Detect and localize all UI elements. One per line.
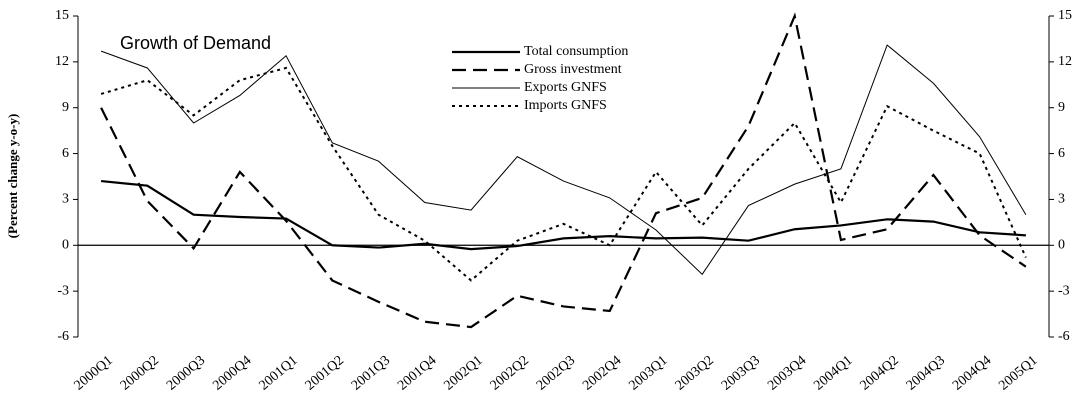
y2-tick-label: 3 xyxy=(1058,192,1065,207)
y2-tick-label: 0 xyxy=(1058,238,1065,253)
x-tick-label: 2002Q3 xyxy=(534,353,578,393)
x-tick-label: 2001Q2 xyxy=(303,353,347,393)
x-tick-label: 2003Q1 xyxy=(626,353,670,393)
x-tick-label: 2003Q3 xyxy=(719,353,763,393)
series-line xyxy=(100,12,1027,329)
y-tick-label: -3 xyxy=(57,283,69,298)
x-tick-label: 2001Q1 xyxy=(257,353,301,393)
legend-label: Total consumption xyxy=(524,44,628,59)
y-tick-label: 0 xyxy=(62,238,69,253)
y-tick-label: 6 xyxy=(62,146,69,161)
annotation: Growth of Demand xyxy=(120,33,271,53)
x-tick-label: 2002Q1 xyxy=(441,353,485,393)
legend-label: Gross investment xyxy=(524,62,622,77)
y-tick-label: 9 xyxy=(62,100,69,115)
x-tick-label: 2000Q2 xyxy=(118,353,162,393)
y2-tick-label: -6 xyxy=(1058,329,1070,344)
y2-tick-label: 12 xyxy=(1058,54,1072,69)
x-tick-label: 2000Q3 xyxy=(164,353,208,393)
y2-tick-label: -3 xyxy=(1058,283,1070,298)
y-tick-label: 3 xyxy=(62,192,69,207)
x-tick-label: 2000Q4 xyxy=(210,353,254,393)
x-tick-label: 2003Q4 xyxy=(765,353,809,393)
y2-tick-label: 9 xyxy=(1058,100,1065,115)
y-tick-label: 12 xyxy=(55,54,69,69)
x-tick-label: 2004Q1 xyxy=(811,353,855,393)
x-tick-label: 2005Q1 xyxy=(996,353,1040,393)
legend-label: Imports GNFS xyxy=(524,98,607,113)
x-tick-label: 2002Q2 xyxy=(488,353,532,393)
x-tick-label: 2000Q1 xyxy=(72,353,116,393)
x-tick-label: 2004Q3 xyxy=(904,353,948,393)
series-line xyxy=(100,44,1027,276)
y2-tick-label: 6 xyxy=(1058,146,1065,161)
x-tick-label: 2001Q3 xyxy=(349,353,393,393)
y-tick-label: 15 xyxy=(55,8,69,23)
y-tick-label: -6 xyxy=(57,329,69,344)
x-tick-label: 2004Q4 xyxy=(950,353,994,393)
series-line xyxy=(101,179,1026,251)
x-tick-label: 2003Q2 xyxy=(673,353,717,393)
x-tick-label: 2001Q4 xyxy=(395,353,439,393)
series-line xyxy=(100,66,1027,282)
x-tick-label: 2004Q2 xyxy=(858,353,902,393)
y-axis-label: (Percent change y-o-y) xyxy=(5,114,20,239)
legend-label: Exports GNFS xyxy=(524,80,607,95)
y2-tick-label: 15 xyxy=(1058,8,1072,23)
x-tick-label: 2002Q4 xyxy=(580,353,624,393)
